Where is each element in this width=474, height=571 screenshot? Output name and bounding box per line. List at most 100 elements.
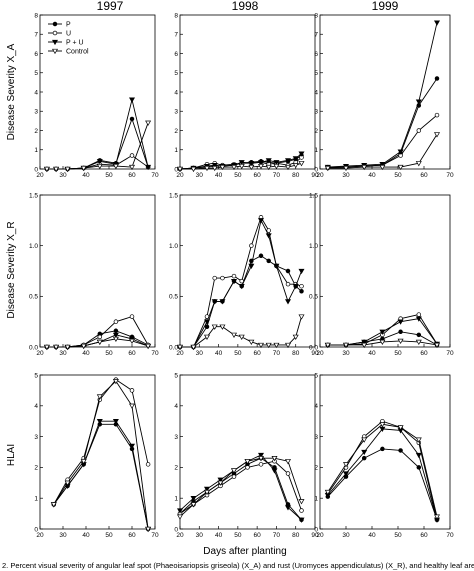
data-point — [129, 314, 135, 319]
y-tick-label: 1.5 — [29, 192, 38, 199]
series-p — [44, 116, 151, 172]
x-tick-label: 60 — [420, 532, 428, 539]
data-point — [230, 278, 238, 285]
series-control — [176, 456, 305, 520]
data-point — [284, 158, 292, 164]
x-tick-label: 30 — [342, 172, 350, 179]
data-point — [112, 379, 119, 385]
series-control — [50, 379, 152, 533]
data-point — [238, 284, 245, 290]
y-tick-label: 0.0 — [29, 344, 38, 351]
y-tick-label: 0 — [314, 166, 318, 173]
x-tick-label: 90 — [311, 532, 319, 539]
data-point — [211, 165, 218, 172]
data-point — [271, 468, 278, 474]
data-point — [258, 253, 264, 259]
data-point — [298, 161, 305, 167]
data-point — [53, 344, 60, 351]
x-tick-label: 50 — [105, 532, 113, 539]
legend-marker — [52, 21, 58, 27]
y-tick-label: 3 — [174, 109, 178, 116]
series-u — [44, 314, 151, 350]
data-point — [266, 258, 271, 264]
data-point — [298, 314, 305, 320]
x-tick-label: 30 — [196, 350, 204, 357]
data-point — [64, 344, 71, 351]
x-tick-label: 40 — [368, 350, 376, 357]
x-tick-label: 60 — [420, 172, 428, 179]
series-p — [177, 253, 304, 350]
x-tick-label: 80 — [292, 172, 300, 179]
data-point — [257, 163, 265, 170]
data-point — [433, 132, 441, 138]
panel-hlai-1997: 20 30 40 50 60 70 0 1 2 3 4 5 — [34, 372, 159, 539]
series-u — [325, 112, 440, 171]
series-p — [51, 422, 151, 532]
data-point — [129, 116, 135, 122]
data-point — [211, 163, 218, 169]
series-line — [180, 218, 302, 348]
x-tick-label: 50 — [394, 172, 402, 179]
data-point — [248, 263, 255, 270]
x-tick-label: 40 — [82, 532, 90, 539]
data-point — [292, 334, 299, 340]
series-line — [180, 255, 302, 348]
x-tick-label: 50 — [234, 172, 242, 179]
series-p — [325, 76, 440, 170]
y-tick-label: 0 — [34, 166, 38, 173]
x-axis-label: Days after planting — [203, 546, 286, 557]
data-point — [324, 342, 331, 349]
data-point — [416, 312, 422, 317]
data-point — [324, 489, 331, 496]
y-tick-label: 5 — [174, 372, 178, 379]
data-point — [257, 456, 265, 462]
data-point — [231, 273, 237, 279]
data-point — [361, 449, 368, 456]
year-label-1997: 1997 — [97, 0, 124, 13]
data-point — [248, 161, 255, 167]
series-p — [325, 446, 440, 523]
panel-frame — [39, 374, 156, 530]
series-line — [179, 460, 302, 514]
x-tick-label: 70 — [273, 532, 281, 539]
data-point — [265, 233, 272, 239]
data-point — [298, 268, 305, 275]
panel-frame — [39, 194, 156, 348]
data-point — [176, 514, 184, 520]
y-tick-label: 8 — [34, 12, 38, 19]
series-pu — [176, 218, 305, 351]
x-tick-label: 80 — [292, 532, 300, 539]
data-point — [284, 164, 292, 171]
data-point — [203, 319, 211, 325]
legend-entry: Control — [48, 49, 89, 56]
data-point — [97, 334, 103, 340]
x-tick-label: 50 — [105, 350, 113, 357]
y-tick-label: 1 — [314, 147, 318, 154]
year-label-1998: 1998 — [232, 0, 259, 13]
data-point — [342, 342, 350, 349]
y-tick-label: 3 — [34, 109, 38, 116]
series-pu — [176, 452, 305, 523]
x-tick-label: 70 — [151, 350, 159, 357]
data-point — [96, 339, 103, 346]
data-point — [415, 339, 422, 346]
data-point — [298, 499, 305, 505]
panel-frame — [319, 374, 451, 530]
data-point — [248, 339, 255, 346]
data-point — [203, 486, 211, 493]
series-line — [179, 457, 302, 518]
data-point — [415, 452, 422, 459]
data-point — [342, 165, 350, 172]
data-point — [415, 437, 422, 443]
legend-label: U — [66, 31, 71, 38]
x-tick-label: 20 — [176, 350, 184, 357]
data-point — [361, 437, 368, 443]
x-tick-label: 30 — [342, 532, 350, 539]
data-point — [145, 164, 152, 171]
data-point — [145, 526, 152, 533]
data-point — [220, 275, 225, 281]
data-point — [113, 319, 119, 324]
series-control — [324, 338, 441, 349]
